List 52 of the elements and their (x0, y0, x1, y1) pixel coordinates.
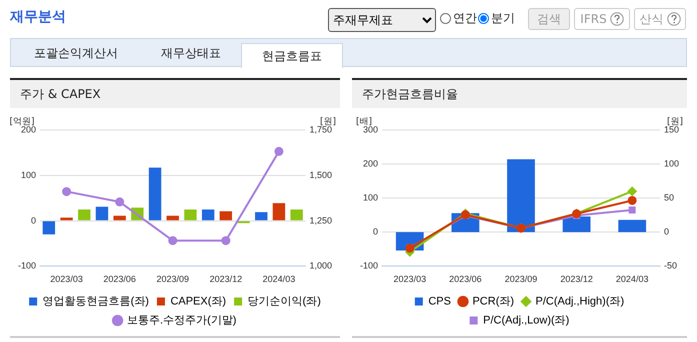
y-axis-title: [억원] (9, 116, 35, 127)
y2-tick-label: 150 (664, 124, 680, 134)
legend-label: CPS (428, 296, 451, 308)
x-tick-label: 2024/03 (616, 274, 648, 284)
legend-label: P/C(Adj.,Low)(좌) (483, 314, 570, 327)
legend-label: PCR(좌) (472, 296, 514, 308)
text: 산식 (634, 8, 686, 30)
text: 연간 (452, 10, 477, 27)
y2-axis-title: [원] (666, 116, 684, 127)
y-tick-label: 300 (362, 124, 378, 134)
chart-title: 주가현금흐름비율 (352, 80, 687, 108)
y2-tick-label: 100 (664, 158, 680, 169)
y2-tick-label: 1,750 (309, 124, 332, 134)
y-tick-label: 200 (362, 158, 378, 169)
y2-tick-label: 0 (664, 226, 669, 237)
y2-tick-label: 1,500 (309, 170, 332, 180)
y-tick-label: -100 (360, 260, 378, 271)
y-tick-label: 0 (373, 226, 378, 237)
x-tick-label: 2023/03 (50, 274, 83, 284)
legend-label: 영업활동현금흐름(좌) (42, 296, 149, 308)
legend-label: 당기순이익(좌) (248, 296, 321, 308)
x-tick-label: 2023/12 (210, 274, 242, 284)
y-tick-label: 0 (31, 215, 36, 226)
text: 포괄손익계산서 (33, 44, 119, 62)
legend-label: P/C(Adj.,High)(좌) (536, 296, 624, 308)
x-tick-label: 2023/12 (560, 274, 593, 284)
text: 분기 (490, 10, 515, 27)
text: 검색 (528, 8, 570, 30)
text: 현금흐름표 (241, 43, 343, 68)
y2-tick-label: 50 (664, 192, 674, 203)
text: 재무분석 (10, 8, 66, 26)
x-tick-label: 2024/03 (262, 274, 296, 284)
text: 재무상태표 (160, 44, 222, 62)
x-tick-label: 2023/09 (156, 274, 190, 284)
y2-tick-label: -50 (664, 260, 677, 271)
legend-label: CAPEX(좌) (170, 296, 226, 308)
y-tick-label: 100 (20, 170, 36, 180)
y-tick-label: 200 (20, 124, 36, 134)
x-tick-label: 2023/09 (504, 274, 538, 284)
text: 주재무제표 (328, 8, 436, 32)
y-tick-label: -100 (18, 260, 36, 271)
y-axis-title: [배] (356, 116, 372, 127)
y-tick-label: 100 (362, 192, 378, 203)
x-tick-label: 2023/03 (394, 274, 426, 284)
text: IFRS (574, 8, 630, 30)
chart-title: 주가 & CAPEX (10, 80, 340, 108)
y2-tick-label: 1,000 (309, 260, 332, 271)
y2-axis-title: [원] (320, 116, 336, 127)
x-tick-label: 2023/06 (449, 274, 482, 284)
y2-tick-label: 1,250 (309, 215, 332, 226)
legend-label: 보통주.수정주가(기말) (127, 314, 236, 327)
x-tick-label: 2023/06 (103, 274, 136, 284)
